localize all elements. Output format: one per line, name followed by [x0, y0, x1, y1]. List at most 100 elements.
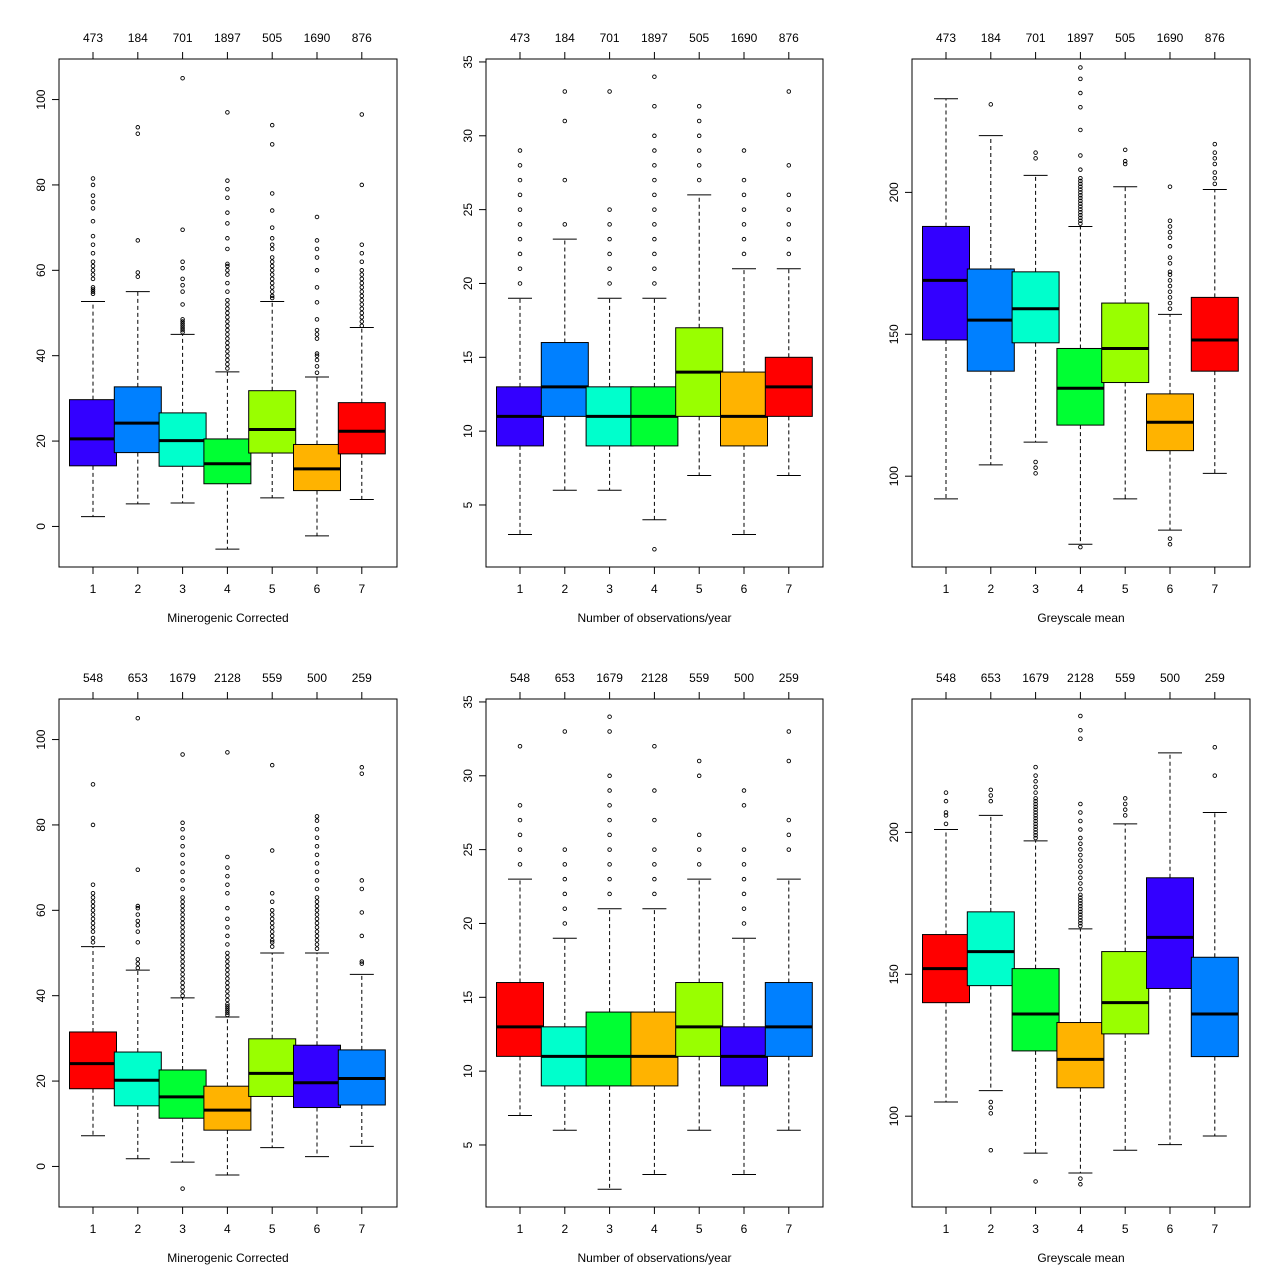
outlier-point — [269, 236, 275, 241]
outlier-point — [1167, 229, 1173, 235]
y-tick-label: 20 — [34, 1074, 48, 1088]
outlier-point — [1212, 744, 1218, 750]
outlier-point — [180, 861, 185, 866]
outlier-point — [180, 980, 185, 986]
outlier-point — [269, 142, 275, 147]
outlier-point — [1078, 736, 1083, 741]
box-2 — [540, 729, 589, 1131]
outlier-point — [90, 276, 96, 282]
box-2 — [540, 89, 589, 491]
outlier-point — [696, 847, 702, 852]
outlier-point — [225, 366, 230, 371]
count-label: 505 — [262, 31, 282, 45]
outlier-point — [988, 793, 994, 798]
outlier-point — [135, 274, 141, 279]
box-3 — [158, 752, 207, 1191]
outlier-point — [562, 118, 568, 124]
y-tick-label: 10 — [461, 1064, 475, 1078]
x-tick-label: 2 — [561, 1222, 568, 1236]
outlier-point — [517, 803, 523, 808]
outlier-point — [225, 1001, 230, 1007]
outlier-point — [943, 821, 949, 827]
outlier-point — [359, 289, 365, 294]
outlier-point — [607, 222, 612, 227]
outlier-point — [1078, 221, 1083, 226]
outlier-point — [225, 925, 230, 930]
outlier-point — [1078, 212, 1083, 218]
outlier-point — [1078, 898, 1083, 903]
outlier-point — [741, 251, 747, 257]
box-body — [1056, 1022, 1105, 1089]
outlier-point — [180, 878, 185, 883]
outlier-point — [314, 351, 320, 356]
outlier-point — [180, 302, 185, 307]
outlier-point — [90, 218, 96, 224]
x-tick-label: 4 — [1077, 582, 1084, 596]
outlier-point — [1078, 858, 1083, 864]
outlier-point — [225, 261, 230, 267]
outlier-point — [225, 854, 230, 860]
x-tick-label: 3 — [606, 582, 613, 596]
outlier-point — [1078, 153, 1083, 158]
outlier-point — [180, 317, 185, 322]
outlier-point — [607, 832, 612, 838]
outlier-point — [741, 891, 747, 897]
outlier-point — [180, 912, 185, 917]
box-body — [113, 386, 162, 454]
box-body — [1190, 296, 1239, 372]
count-label: 473 — [83, 31, 103, 45]
outlier-point — [225, 916, 230, 922]
outlier-point — [225, 268, 230, 273]
outlier-point — [359, 315, 365, 320]
boxplot-panel-6: 100 150 200 1 548 2 653 3 1679 4 2128 5 559 6 500 7 259 G… — [887, 671, 1251, 1265]
outlier-point — [314, 878, 320, 883]
box-body — [1101, 951, 1150, 1035]
outlier-point — [1033, 1179, 1038, 1184]
outlier-point — [180, 886, 185, 892]
box-2 — [966, 787, 1015, 1153]
outlier-point — [225, 950, 230, 956]
x-tick-label: 6 — [314, 582, 321, 596]
outlier-point — [1078, 90, 1083, 96]
count-label: 876 — [779, 31, 799, 45]
outlier-point — [359, 250, 365, 256]
x-tick-label: 5 — [269, 582, 276, 596]
outlier-point — [359, 259, 365, 265]
outlier-point — [225, 1004, 230, 1009]
box-7 — [1190, 744, 1239, 1137]
outlier-point — [652, 251, 657, 257]
count-label: 1690 — [731, 31, 758, 45]
outlier-point — [1078, 184, 1083, 189]
outlier-point — [314, 370, 320, 376]
box-1 — [69, 176, 117, 518]
outlier-point — [225, 289, 230, 294]
outlier-point — [225, 186, 230, 192]
outlier-point — [180, 976, 185, 981]
outlier-point — [225, 110, 230, 115]
outlier-point — [1078, 835, 1083, 841]
outlier-point — [652, 281, 657, 286]
outlier-point — [786, 89, 792, 94]
box-3 — [585, 714, 634, 1190]
box-body — [203, 438, 252, 485]
outlier-point — [359, 272, 365, 277]
plot-frame — [911, 698, 1251, 1208]
x-tick-label: 7 — [1211, 582, 1218, 596]
outlier-point — [90, 182, 96, 188]
outlier-point — [1078, 215, 1083, 221]
outlier-point — [269, 208, 275, 213]
count-label: 2128 — [214, 671, 241, 685]
outlier-point — [225, 323, 230, 329]
outlier-point — [90, 903, 96, 909]
y-tick-label: 30 — [461, 769, 475, 783]
outlier-point — [1167, 278, 1173, 283]
outlier-point — [314, 336, 320, 341]
outlier-point — [1167, 300, 1173, 306]
outlier-point — [135, 270, 141, 275]
outlier-point — [90, 193, 96, 198]
outlier-point — [225, 195, 230, 200]
outlier-point — [1167, 536, 1173, 541]
count-label: 505 — [1115, 31, 1135, 45]
count-label: 500 — [1160, 671, 1180, 685]
outlier-point — [1122, 161, 1128, 167]
